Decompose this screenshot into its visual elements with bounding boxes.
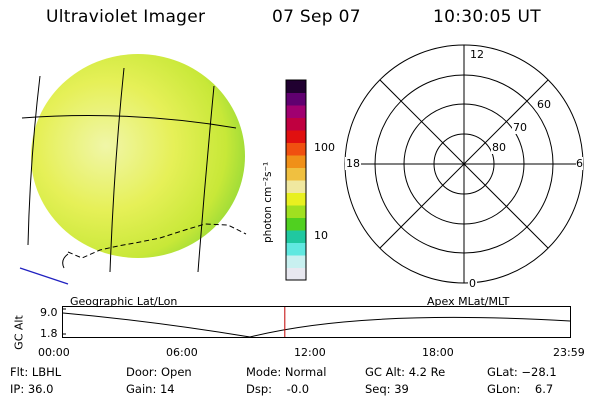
color-bar — [285, 79, 307, 281]
status-dsp: Dsp: -0.0 — [246, 382, 310, 396]
color-bar-segment — [286, 230, 306, 243]
color-bar-segment — [286, 105, 306, 118]
color-bar-segment — [286, 267, 306, 281]
mlt-label-18: 18 — [345, 157, 361, 170]
timeline-x-tick-1800: 18:00 — [422, 346, 454, 359]
color-bar-segment — [286, 117, 306, 131]
mlat-label-80: 80 — [491, 141, 507, 154]
color-bar-segment — [286, 242, 306, 256]
image-time: 10:30:05 UT — [433, 7, 541, 27]
status-mode: Mode: Normal — [246, 365, 327, 379]
mlt-label-12: 12 — [469, 48, 485, 61]
orbit-altitude-curve — [62, 312, 571, 338]
mlt-label-0: 0 — [468, 277, 477, 290]
timeline-y-label: GC Alt — [12, 315, 26, 350]
color-bar-frame — [285, 79, 307, 281]
color-bar-segment — [286, 167, 306, 181]
geographic-caption: Geographic Lat/Lon — [70, 295, 178, 308]
status-seq: Seq: 39 — [365, 382, 409, 396]
color-bar-segment — [286, 255, 306, 268]
color-bar-segment — [286, 205, 306, 218]
instrument-title: Ultraviolet Imager — [46, 7, 206, 27]
status-glon: GLon: 6.7 — [487, 382, 554, 396]
status-gain: Gain: 14 — [126, 382, 175, 396]
color-bar-segment — [286, 217, 306, 231]
polar-plot — [344, 44, 584, 284]
timeline-plot — [62, 306, 571, 338]
status-gc-alt: GC Alt: 4.2 Re — [365, 365, 446, 379]
timeline-y-tick-9: 9.0 — [40, 306, 58, 319]
color-bar-unit: photon cm⁻²s⁻¹ — [262, 162, 274, 243]
mlat-label-60: 60 — [536, 98, 552, 111]
status-door: Door: Open — [126, 365, 192, 379]
color-bar-segment — [286, 155, 306, 168]
geographic-image-panel — [19, 54, 247, 285]
color-bar-segment — [286, 92, 306, 106]
color-bar-segment — [286, 142, 306, 156]
color-bar-segment — [286, 180, 306, 193]
status-glat: GLat: −28.1 — [487, 365, 557, 379]
timeline-x-tick-0000: 00:00 — [38, 346, 70, 359]
status-filter: Flt: LBHL — [10, 365, 62, 379]
earth-disk — [31, 54, 245, 258]
lat-lon-grid — [21, 67, 237, 273]
apex-caption: Apex MLat/MLT — [427, 295, 510, 308]
timeline-x-tick-1200: 12:00 — [294, 346, 326, 359]
color-bar-tick-100: 100 — [314, 141, 335, 154]
timeline-y-tick-1.8: 1.8 — [40, 327, 58, 340]
timeline-x-tick-2359: 23:59 — [553, 346, 585, 359]
coastline-fragment — [62, 253, 69, 269]
color-bar-segment — [286, 130, 306, 143]
color-bar-tick-10: 10 — [314, 229, 328, 242]
polar-diagonal-2 — [379, 79, 549, 249]
mlt-label-6: 6 — [576, 157, 583, 170]
color-bar-segment — [286, 80, 306, 93]
mlat-label-70: 70 — [512, 121, 528, 134]
image-date: 07 Sep 07 — [272, 7, 361, 27]
terminator-line — [19, 267, 69, 285]
status-ip: IP: 36.0 — [10, 382, 54, 396]
color-bar-segment — [286, 192, 306, 206]
coastline-dashed — [67, 223, 247, 259]
timeline-x-tick-0600: 06:00 — [166, 346, 198, 359]
color-bar-panel: photon cm⁻²s⁻¹ — [262, 79, 307, 281]
timeline-frame — [62, 306, 571, 338]
